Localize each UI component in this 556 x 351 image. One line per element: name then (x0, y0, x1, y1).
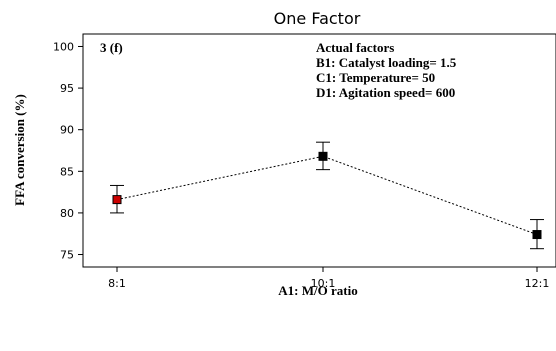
y-tick-label: 95 (60, 82, 74, 95)
plot-frame (82, 33, 556, 268)
chart-title: One Factor (274, 9, 361, 28)
y-tick-label: 100 (53, 40, 74, 53)
y-tick-label: 80 (60, 207, 74, 220)
data-point (112, 195, 122, 205)
series-line (116, 155, 538, 236)
data-point (318, 151, 328, 161)
y-axis-label: FFA conversion (%) (12, 94, 27, 206)
x-axis-label: A1: M/O ratio (278, 283, 357, 298)
x-tick-label: 10:1 (311, 277, 336, 290)
y-tick-label: 90 (60, 124, 74, 137)
data-point (532, 230, 542, 240)
annotation-line-3: D1: Agitation speed= 600 (316, 85, 455, 100)
x-tick-label: 12:1 (525, 277, 550, 290)
annotation-line-1: B1: Catalyst loading= 1.5 (316, 55, 457, 70)
y-tick-label: 75 (60, 249, 74, 262)
panel-label: 3 (f) (100, 40, 123, 55)
y-axis: 75 80 85 90 95 100 (53, 40, 83, 262)
series-layer (110, 141, 544, 250)
x-axis: 8:1 10:1 12:1 (108, 267, 549, 290)
y-tick-label: 85 (60, 165, 74, 178)
annotation-heading: Actual factors (316, 40, 394, 55)
annotation-box: Actual factors B1: Catalyst loading= 1.5… (316, 40, 457, 100)
x-tick-label: 8:1 (108, 277, 126, 290)
annotation-line-2: C1: Temperature= 50 (316, 70, 435, 85)
